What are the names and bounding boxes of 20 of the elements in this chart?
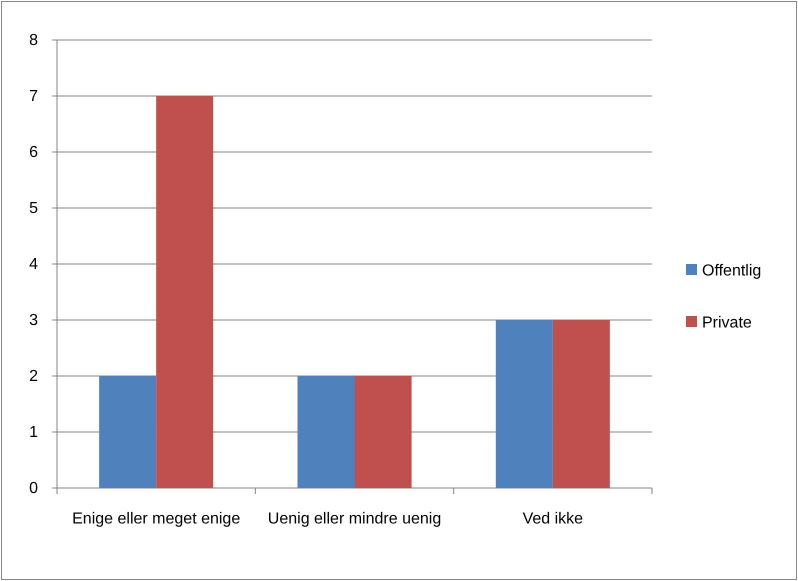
x-tick-label: Uenig eller mindre uenig [268,510,442,528]
legend-label: Offentlig [702,262,762,280]
y-tick-label: 4 [29,256,38,274]
y-tick-label: 5 [29,200,38,218]
x-tick-label: Ved ikke [522,510,584,528]
y-tick-label: 1 [29,424,38,442]
y-tick-label: 7 [29,88,38,106]
y-tick-label: 8 [29,32,38,50]
y-tick-label: 3 [29,312,38,330]
legend-label: Private [702,314,752,332]
bar [297,376,354,488]
y-tick-label: 6 [29,144,38,162]
bar [552,320,610,488]
bar [496,320,553,488]
y-tick-label: 2 [29,368,38,386]
bar [156,96,214,488]
x-tick-label: Enige eller meget enige [72,510,240,528]
bar [99,376,156,488]
bar [354,376,412,488]
y-tick-label: 0 [29,480,38,498]
